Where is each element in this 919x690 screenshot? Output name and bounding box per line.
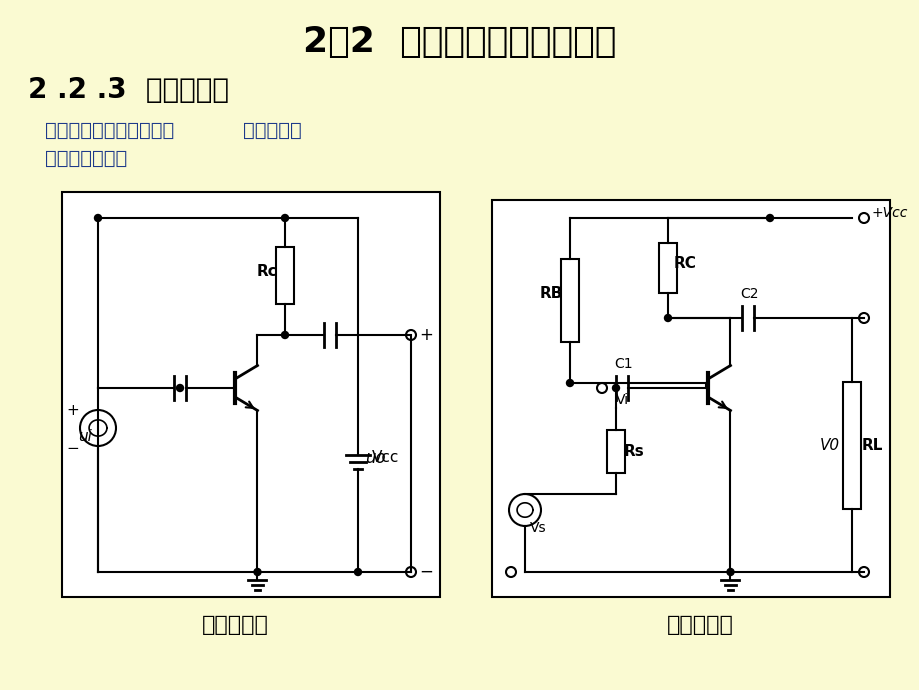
- Text: ui: ui: [78, 428, 92, 444]
- Bar: [492, 200, 889, 597]
- Text: RC: RC: [674, 255, 696, 270]
- Circle shape: [612, 384, 618, 391]
- Text: V0: V0: [819, 437, 839, 453]
- Bar: [658, 243, 676, 293]
- Circle shape: [566, 380, 573, 386]
- Circle shape: [726, 569, 733, 575]
- Bar: [62, 192, 439, 597]
- Text: Rc: Rc: [256, 264, 278, 279]
- Text: −: −: [66, 440, 79, 455]
- Circle shape: [664, 315, 671, 322]
- Circle shape: [354, 569, 361, 575]
- Circle shape: [281, 215, 289, 221]
- Bar: [607, 429, 624, 473]
- Text: +: +: [66, 402, 79, 417]
- Bar: [561, 259, 578, 342]
- Text: RB: RB: [539, 286, 562, 301]
- Text: Vs: Vs: [529, 521, 546, 535]
- Text: −: −: [418, 563, 433, 581]
- Text: 加上隔直电容，: 加上隔直电容，: [45, 148, 127, 168]
- Text: 2．2  单管共发射极放大电路: 2．2 单管共发射极放大电路: [303, 25, 616, 59]
- Text: RL: RL: [861, 437, 882, 453]
- Text: 首先改成单电源供电，再           习惯画成：: 首先改成单电源供电，再 习惯画成：: [45, 121, 301, 139]
- Text: 共射放大器: 共射放大器: [666, 615, 732, 635]
- Circle shape: [766, 215, 773, 221]
- Circle shape: [176, 384, 183, 391]
- Text: Vcc: Vcc: [371, 450, 399, 465]
- Circle shape: [254, 569, 261, 575]
- Text: C2: C2: [739, 287, 757, 301]
- Circle shape: [281, 331, 289, 339]
- Circle shape: [95, 215, 101, 221]
- Text: 2 .2 .3  实际放大器: 2 .2 .3 实际放大器: [28, 76, 229, 104]
- Text: uo: uo: [364, 449, 385, 467]
- Text: +: +: [418, 326, 433, 344]
- Text: C1: C1: [613, 357, 632, 371]
- Text: Rs: Rs: [623, 444, 644, 458]
- Text: 共射放大器: 共射放大器: [201, 615, 268, 635]
- Bar: [276, 247, 294, 304]
- Text: Vi: Vi: [616, 393, 629, 407]
- Text: +Vcc: +Vcc: [871, 206, 907, 220]
- Bar: [842, 382, 860, 509]
